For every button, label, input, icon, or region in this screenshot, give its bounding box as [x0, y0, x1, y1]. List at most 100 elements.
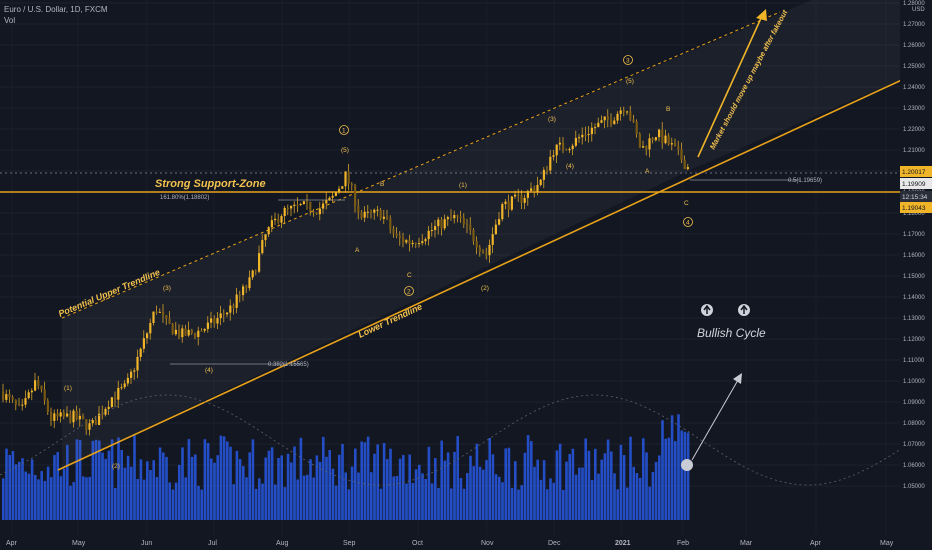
candle-body: [56, 413, 59, 417]
candle-body: [488, 244, 491, 256]
circled-wave-marker: [339, 125, 349, 135]
candle-body: [270, 220, 273, 228]
volume-bar: [56, 452, 59, 520]
volume-bar: [376, 444, 379, 520]
candle-body: [654, 137, 657, 141]
volume-bar: [229, 446, 232, 520]
candle-body: [677, 146, 680, 150]
volume-bar: [472, 466, 475, 520]
projection-arrow: [697, 15, 763, 158]
candle-body: [661, 129, 664, 144]
volume-bar: [498, 476, 501, 520]
volume-bar: [24, 471, 27, 520]
volume-bar: [395, 475, 399, 520]
volume-bar: [126, 455, 130, 520]
volume-bar: [248, 452, 251, 520]
volume-bar: [382, 443, 386, 520]
volume-bar: [18, 461, 21, 520]
candle-body: [24, 398, 27, 405]
volume-bar: [139, 459, 143, 520]
volume-bar: [5, 448, 8, 520]
volume-bar: [619, 444, 623, 520]
volume-bar: [680, 430, 683, 520]
candle-body: [434, 226, 437, 231]
circled-wave-label: 1: [342, 128, 346, 135]
candle-body: [475, 241, 478, 248]
volume-bar: [648, 486, 651, 520]
time-tick-label: Nov: [481, 540, 494, 547]
volume-bar: [120, 449, 123, 520]
candle-body: [482, 251, 485, 254]
candle-body: [37, 380, 40, 386]
candle-body: [133, 370, 136, 372]
candle-body: [424, 239, 427, 242]
volume-bar: [386, 459, 389, 520]
candle-body: [373, 209, 376, 213]
candle-body: [149, 322, 152, 334]
volume-bar: [322, 436, 325, 520]
projection-arrowhead: [756, 9, 767, 21]
candle-body: [648, 138, 651, 150]
candle-body: [126, 377, 129, 384]
volume-bar: [674, 441, 677, 520]
candle-body: [171, 323, 174, 335]
grid: [0, 2, 900, 487]
wave-label: (4): [205, 367, 213, 374]
volume-bar: [629, 436, 632, 520]
volume-bar: [587, 450, 591, 520]
time-tick-label: Sep: [343, 540, 356, 547]
candle-body: [190, 329, 193, 334]
candle-body: [136, 356, 139, 371]
time-tick-label: Feb: [677, 540, 689, 547]
wave-label: (1): [64, 385, 72, 392]
volume-bar: [146, 461, 149, 520]
candle-body: [427, 230, 430, 240]
volume-bar: [149, 470, 152, 520]
candle-body: [350, 183, 353, 186]
volume-bar: [30, 459, 34, 520]
volume-bar: [581, 467, 584, 520]
volume-bar: [424, 479, 427, 520]
price-tick-label: 1.05000: [903, 484, 925, 490]
circled-wave-label: 4: [686, 220, 690, 227]
price-tag: 1.19043: [902, 205, 926, 212]
volume-bar: [638, 477, 642, 520]
candle-body: [258, 253, 261, 272]
volume-bar: [318, 461, 322, 520]
candle-body: [395, 233, 398, 236]
volume-bar: [181, 447, 184, 520]
candle-body: [165, 315, 168, 319]
candle-body: [334, 192, 337, 196]
volume-bar: [533, 466, 536, 520]
wave-label: A: [355, 247, 360, 254]
chart-header: Euro / U.S. Dollar, 1D, FXCM Vol: [4, 4, 108, 26]
candle-body: [155, 311, 158, 313]
candle-body: [562, 142, 565, 150]
candle-body: [40, 385, 43, 390]
volume-bar: [338, 454, 341, 520]
candle-body: [293, 204, 296, 207]
volume-bar: [280, 455, 283, 520]
wave-label: B: [380, 181, 384, 188]
candle-body: [616, 113, 619, 121]
candle-body: [683, 160, 686, 170]
volume-bar: [389, 448, 392, 520]
candle-body: [254, 270, 257, 272]
candle-body: [520, 195, 523, 203]
candle-body: [50, 411, 53, 421]
volume-bar: [526, 435, 530, 520]
candle-body: [146, 333, 149, 339]
volume-bar: [2, 478, 5, 520]
wave-label: (2): [481, 285, 489, 292]
candle-body: [318, 208, 321, 215]
up-arrow-icon: [701, 304, 713, 316]
volume-bar: [251, 439, 255, 520]
candle-body: [542, 169, 545, 180]
upper-trendline: [61, 11, 781, 319]
candle-body: [274, 218, 277, 221]
volume-bar: [654, 461, 658, 520]
volume-bar: [626, 487, 629, 520]
candle-body: [645, 146, 648, 150]
volume-bar: [235, 450, 239, 520]
wave-label: C: [407, 272, 412, 279]
